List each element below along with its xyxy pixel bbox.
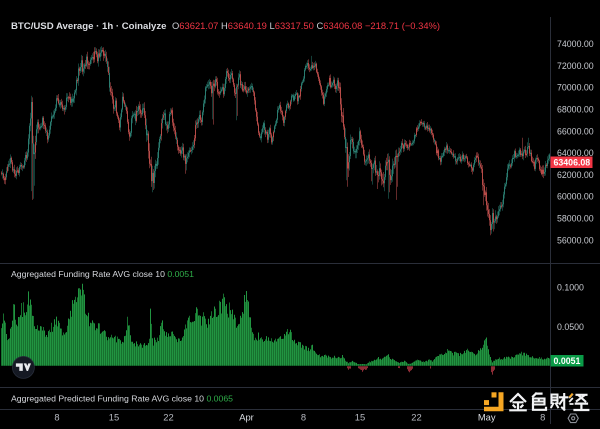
svg-text:0.0051: 0.0051: [554, 356, 581, 366]
svg-text:63406.08: 63406.08: [554, 157, 591, 167]
svg-text:58000.00: 58000.00: [557, 214, 594, 224]
svg-text:22: 22: [163, 412, 173, 423]
svg-text:O63621.07 H63640.19 L63317.50: O63621.07 H63640.19 L63317.50 C63406.08 …: [172, 20, 440, 31]
svg-text:Aggregated Predicted Funding R: Aggregated Predicted Funding Rate AVG cl…: [11, 394, 233, 404]
svg-text:74000.00: 74000.00: [557, 39, 594, 49]
svg-text:Apr: Apr: [239, 412, 254, 423]
svg-text:8: 8: [301, 412, 306, 423]
svg-text:22: 22: [411, 412, 421, 423]
svg-text:72000.00: 72000.00: [557, 61, 594, 71]
svg-text:64000.00: 64000.00: [557, 148, 594, 158]
svg-text:May: May: [478, 412, 496, 423]
svg-text:0.1000: 0.1000: [557, 283, 584, 293]
svg-text:62000.00: 62000.00: [557, 170, 594, 180]
svg-text:70000.00: 70000.00: [557, 83, 594, 93]
svg-text:0.0500: 0.0500: [557, 322, 584, 332]
svg-text:66000.00: 66000.00: [557, 126, 594, 136]
svg-text:8: 8: [54, 412, 59, 423]
svg-text:Aggregated Funding Rate AVG cl: Aggregated Funding Rate AVG close 10 0.0…: [11, 269, 194, 279]
svg-text:60000.00: 60000.00: [557, 192, 594, 202]
svg-text:15: 15: [109, 412, 119, 423]
svg-text:BTC/USD Average · 1h · Coinaly: BTC/USD Average · 1h · Coinalyze: [11, 21, 167, 32]
svg-text:56000.00: 56000.00: [557, 235, 594, 245]
svg-text:68000.00: 68000.00: [557, 105, 594, 115]
svg-text:15: 15: [355, 412, 365, 423]
svg-text:8: 8: [540, 412, 545, 423]
